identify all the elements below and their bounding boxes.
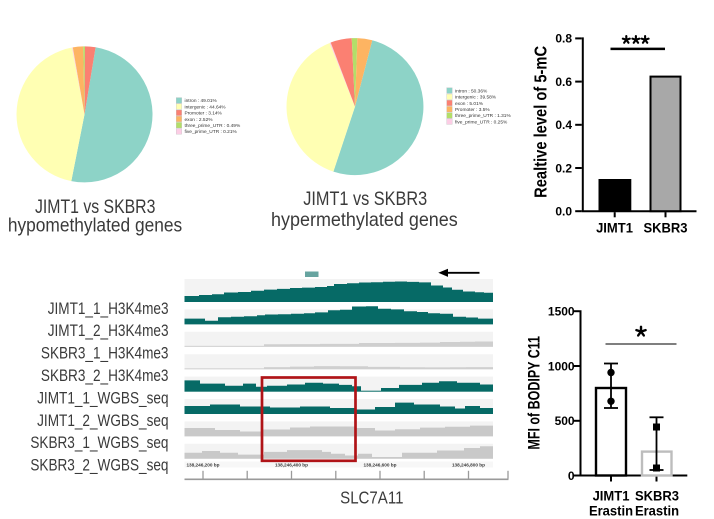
- svg-text:Erastin: Erastin: [635, 503, 679, 519]
- svg-text:1500: 1500: [548, 305, 575, 319]
- svg-text:500: 500: [555, 414, 575, 428]
- svg-text:SKBR3: SKBR3: [643, 220, 688, 236]
- svg-text:138,246,400 bp: 138,246,400 bp: [275, 463, 308, 468]
- svg-text:JIMT1 vs SKBR3: JIMT1 vs SKBR3: [35, 196, 155, 218]
- svg-text:JIMT1_2_H3K4me3: JIMT1_2_H3K4me3: [48, 322, 169, 341]
- svg-text:SLC7A11: SLC7A11: [340, 488, 403, 507]
- svg-text:Promoter : 3.14%: Promoter : 3.14%: [185, 111, 223, 117]
- svg-text:hypermethylated genes: hypermethylated genes: [271, 209, 458, 231]
- svg-text:MFI of BODIPY C11: MFI of BODIPY C11: [526, 336, 544, 450]
- svg-text:intergenic : 44.64%: intergenic : 44.64%: [185, 104, 227, 110]
- svg-text:Promoter : 3.5%: Promoter : 3.5%: [455, 107, 490, 113]
- svg-text:five_prime_UTR : 0.25%: five_prime_UTR : 0.25%: [455, 119, 508, 125]
- svg-text:138,246,600 bp: 138,246,600 bp: [363, 463, 396, 468]
- svg-text:JIMT1 vs SKBR3: JIMT1 vs SKBR3: [303, 188, 427, 209]
- svg-text:intron : 50.36%: intron : 50.36%: [455, 88, 488, 94]
- svg-text:0.6: 0.6: [555, 75, 572, 89]
- svg-text:Erastin: Erastin: [589, 503, 633, 519]
- svg-text:JIMT1: JIMT1: [593, 488, 630, 504]
- svg-text:SKBR3_2_H3K4me3: SKBR3_2_H3K4me3: [41, 367, 169, 386]
- svg-text:JIMT1_1_H3K4me3: JIMT1_1_H3K4me3: [48, 299, 169, 318]
- svg-text:hypomethylated genes: hypomethylated genes: [8, 215, 182, 236]
- svg-text:five_prime_UTR : 0.21%: five_prime_UTR : 0.21%: [185, 129, 238, 135]
- svg-text:SKBR3_2_WGBS_seq: SKBR3_2_WGBS_seq: [30, 456, 168, 475]
- svg-text:138,246,200 bp: 138,246,200 bp: [186, 463, 219, 468]
- svg-text:0.8: 0.8: [555, 32, 572, 46]
- svg-text:SKBR3_1_WGBS_seq: SKBR3_1_WGBS_seq: [30, 434, 168, 453]
- svg-text:exon : 2.52%: exon : 2.52%: [185, 117, 214, 123]
- svg-text:0: 0: [568, 469, 575, 483]
- svg-text:0.2: 0.2: [555, 161, 572, 175]
- svg-text:0.0: 0.0: [555, 205, 572, 219]
- svg-text:1000: 1000: [548, 359, 575, 373]
- svg-text:JIMT1: JIMT1: [596, 220, 633, 236]
- svg-text:Realtive level of 5-mC: Realtive level of 5-mC: [531, 46, 550, 198]
- svg-text:JIMT1_2_WGBS_seq: JIMT1_2_WGBS_seq: [37, 411, 168, 430]
- svg-text:intron : 49.01%: intron : 49.01%: [185, 98, 218, 104]
- svg-text:SKBR3: SKBR3: [635, 488, 680, 504]
- svg-text:exon : 5.01%: exon : 5.01%: [455, 101, 484, 107]
- svg-text:three_prime_UTR : 1.31%: three_prime_UTR : 1.31%: [455, 113, 511, 119]
- svg-text:intergenic : 39.58%: intergenic : 39.58%: [455, 95, 497, 101]
- svg-text:JIMT1_1_WGBS_seq: JIMT1_1_WGBS_seq: [37, 389, 168, 408]
- svg-text:SKBR3_1_H3K4me3: SKBR3_1_H3K4me3: [41, 344, 169, 363]
- svg-text:138,246,800 bp: 138,246,800 bp: [452, 463, 485, 468]
- svg-text:0.4: 0.4: [555, 118, 572, 132]
- svg-text:three_prime_UTR : 0.49%: three_prime_UTR : 0.49%: [185, 123, 241, 129]
